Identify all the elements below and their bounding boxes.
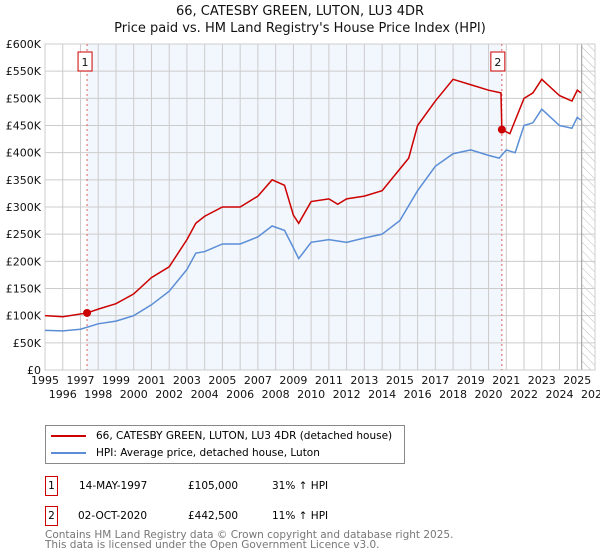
x-tick-label: 2004 [191,388,219,401]
y-tick-label: £600K [6,38,42,51]
y-tick-label: £450K [6,120,42,133]
legend-red-line [51,435,86,437]
x-tick-label: 2016 [404,388,432,401]
x-tick-label: 1999 [102,374,130,387]
sale-hpi: 11% ↑ HPI [272,510,329,522]
x-tick-label: 2010 [297,388,325,401]
plot-area: 1995199619971998199920002001200220032004… [6,38,600,401]
y-tick-label: £350K [6,174,42,187]
legend-label-property: 66, CATESBY GREEN, LUTON, LU3 4DR (detac… [96,430,393,442]
chart-title: 66, CATESBY GREEN, LUTON, LU3 4DR [175,4,425,19]
price-line [44,78,582,318]
x-tick-label: 2006 [226,388,254,401]
sale-price: £105,000 [188,480,239,492]
x-tick-label: 2005 [208,374,236,387]
y-tick-label: £100K [6,310,42,323]
y-tick-label: £250K [6,228,42,241]
x-tick-label: 2009 [279,374,307,387]
x-tick-label: 2002 [155,388,183,401]
sale-date: 02-OCT-2020 [78,510,147,522]
chart-subtitle: Price paid vs. HM Land Registry's House … [114,21,486,36]
sale-marker-label: 1 [82,56,89,69]
footer-line-1: Contains HM Land Registry data © Crown c… [45,529,454,541]
x-tick-label: 2023 [528,374,556,387]
plot-border [44,43,596,371]
x-tick-label: 2007 [244,374,272,387]
x-tick-label: 2024 [546,388,574,401]
x-tick-label: 2003 [173,374,201,387]
x-tick-label: 2011 [315,374,343,387]
legend-label-hpi: HPI: Average price, detached house, Luto… [96,447,320,459]
x-tick-label: 2000 [120,388,148,401]
x-tick-label: 1996 [49,388,77,401]
legend: 66, CATESBY GREEN, LUTON, LU3 4DR (detac… [45,425,405,464]
x-tick-label: 1997 [66,374,94,387]
y-tick-label: £200K [6,255,42,268]
sale-point [497,125,506,134]
y-tick-label: £50K [13,337,42,350]
x-tick-label: 2012 [333,388,361,401]
sale-point [83,308,92,317]
y-tick-label: £150K [6,283,42,296]
sale-hpi: 31% ↑ HPI [272,480,329,492]
y-tick-label: £550K [6,65,42,78]
x-tick-label: 2014 [368,388,396,401]
footer: Contains HM Land Registry data © Crown c… [45,529,454,551]
x-tick-label: 2021 [492,374,520,387]
x-tick-label: 2022 [510,388,538,401]
y-tick-label: £300K [6,201,42,214]
sale-marker-box [490,51,506,72]
x-tick-label: 2001 [137,374,165,387]
footer-line-2: This data is licensed under the Open Gov… [45,539,380,551]
legend-blue-line [51,452,86,454]
sale-marker-label: 1 [45,476,58,496]
sale-price: £442,500 [188,510,239,522]
x-tick-label: 2018 [439,388,467,401]
sale-date: 14-MAY-1997 [79,480,148,492]
x-tick-label: 1998 [84,388,112,401]
y-tick-label: £500K [6,92,42,105]
y-tick-label: £0 [27,364,41,377]
y-tick-label: £400K [6,147,42,160]
x-tick-label: 2008 [262,388,290,401]
sale-marker-label: 2 [45,506,58,526]
hpi-line [44,108,582,332]
x-tick-label: 2017 [421,374,449,387]
x-tick-label: 2013 [350,374,378,387]
x-tick-label: 2020 [475,388,503,401]
sale-marker-box [77,51,93,72]
x-tick-label: 2025 [563,374,591,387]
sale-marker-label: 2 [494,56,501,69]
x-tick-label: 2026 [581,388,600,401]
x-tick-label: 2019 [457,374,485,387]
x-tick-label: 2015 [386,374,414,387]
x-tick-label: 1995 [31,374,59,387]
